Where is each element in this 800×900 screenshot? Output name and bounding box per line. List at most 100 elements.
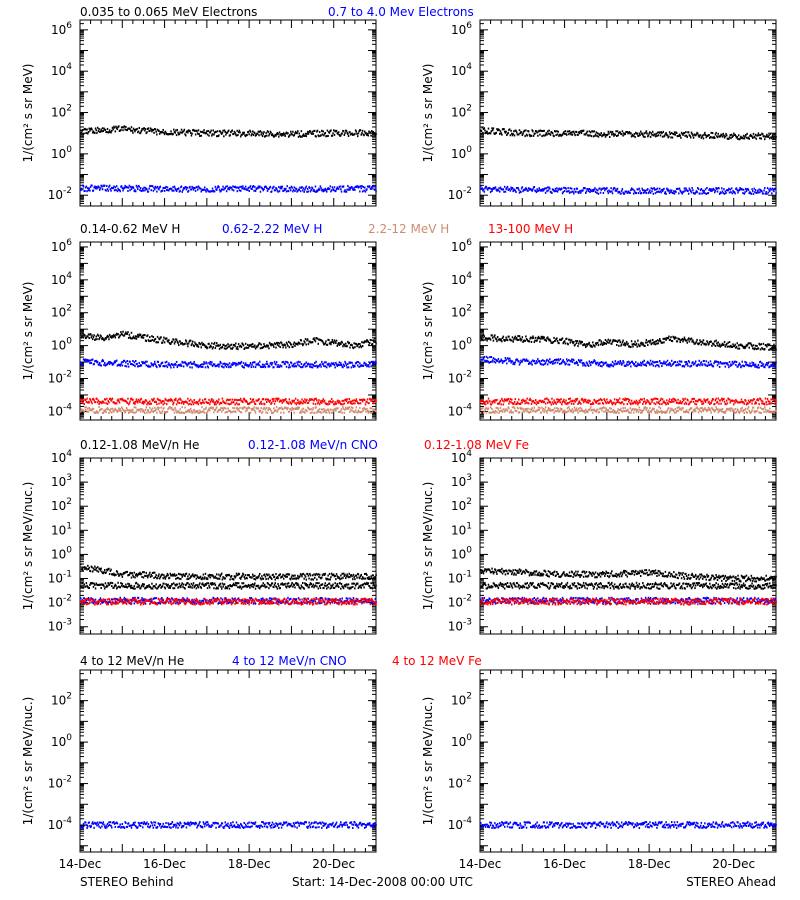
data-point	[103, 338, 106, 341]
data-point	[204, 398, 207, 401]
data-point	[96, 401, 99, 404]
data-point	[183, 128, 186, 131]
data-point	[347, 135, 350, 138]
data-point	[126, 360, 129, 363]
data-point	[134, 335, 137, 338]
data-point	[225, 365, 228, 368]
data-point	[344, 132, 346, 135]
data-point	[218, 347, 221, 350]
data-point	[364, 361, 366, 364]
data-point	[334, 407, 336, 410]
data-point	[223, 347, 226, 350]
data-point	[688, 187, 691, 190]
data-point	[545, 132, 548, 135]
data-point	[98, 338, 100, 341]
data-point	[589, 364, 592, 367]
data-point	[225, 399, 228, 402]
data-point	[617, 134, 619, 137]
data-point	[746, 344, 748, 347]
data-point	[80, 129, 82, 132]
data-point	[687, 337, 690, 340]
data-point	[718, 192, 721, 195]
data-point	[311, 132, 313, 135]
data-point	[163, 400, 165, 403]
data-point	[371, 411, 374, 414]
data-point	[768, 348, 770, 351]
data-point	[174, 187, 176, 190]
data-point	[586, 130, 588, 133]
data-point	[92, 397, 95, 400]
data-point	[130, 188, 133, 191]
data-point	[171, 340, 174, 343]
data-point	[494, 186, 497, 189]
data-point	[224, 130, 226, 133]
data-point	[538, 129, 540, 132]
data-point	[630, 345, 632, 348]
data-point	[358, 130, 360, 133]
data-point	[318, 399, 320, 402]
data-point	[265, 132, 267, 135]
data-point	[554, 190, 556, 193]
data-point	[324, 411, 327, 414]
data-point	[304, 398, 306, 401]
data-point	[297, 399, 299, 402]
data-point	[221, 397, 224, 400]
data-point	[520, 190, 522, 193]
data-point	[179, 189, 181, 192]
data-point	[710, 188, 712, 191]
data-point	[621, 188, 624, 191]
data-point	[354, 402, 356, 405]
data-point	[351, 344, 353, 347]
data-point	[342, 399, 345, 402]
data-point	[199, 135, 201, 138]
data-point	[85, 406, 88, 409]
data-point	[288, 398, 291, 401]
data-point	[103, 364, 105, 367]
data-point	[106, 127, 109, 130]
y-tick-label: 104	[451, 271, 472, 287]
data-point	[369, 361, 372, 364]
data-point	[343, 364, 346, 367]
data-point	[659, 134, 662, 137]
data-point	[338, 344, 341, 347]
data-point	[164, 186, 167, 189]
data-point	[487, 356, 489, 359]
data-point	[736, 189, 739, 192]
data-point	[543, 360, 545, 363]
data-point	[165, 337, 168, 340]
data-point	[766, 187, 769, 190]
y-tick-label: 10-4	[448, 402, 473, 418]
data-point	[697, 187, 699, 190]
data-point	[729, 134, 731, 137]
data-point	[154, 188, 156, 191]
data-point	[170, 399, 173, 402]
data-point	[697, 132, 699, 135]
data-point	[691, 187, 693, 190]
data-point	[342, 363, 345, 366]
data-point	[671, 136, 674, 139]
data-point	[552, 340, 555, 343]
data-series	[480, 355, 777, 369]
data-point	[352, 402, 355, 405]
data-point	[241, 187, 243, 190]
y-tick-label: 10-2	[448, 186, 472, 202]
data-point	[271, 133, 274, 136]
plot-frame	[479, 19, 777, 207]
data-point	[361, 341, 363, 344]
data-point	[580, 132, 583, 135]
data-point	[357, 409, 360, 412]
y-tick-label: 10-2	[448, 370, 472, 386]
data-point	[575, 339, 577, 342]
data-point	[654, 343, 657, 346]
data-point	[580, 359, 583, 362]
data-point	[102, 338, 105, 341]
data-point	[272, 344, 274, 347]
data-point	[519, 132, 521, 135]
data-point	[570, 358, 573, 361]
data-point	[765, 191, 767, 194]
data-point	[491, 129, 494, 132]
data-point	[110, 335, 112, 338]
data-point	[208, 342, 210, 345]
data-point	[518, 360, 520, 363]
data-point	[615, 188, 617, 191]
